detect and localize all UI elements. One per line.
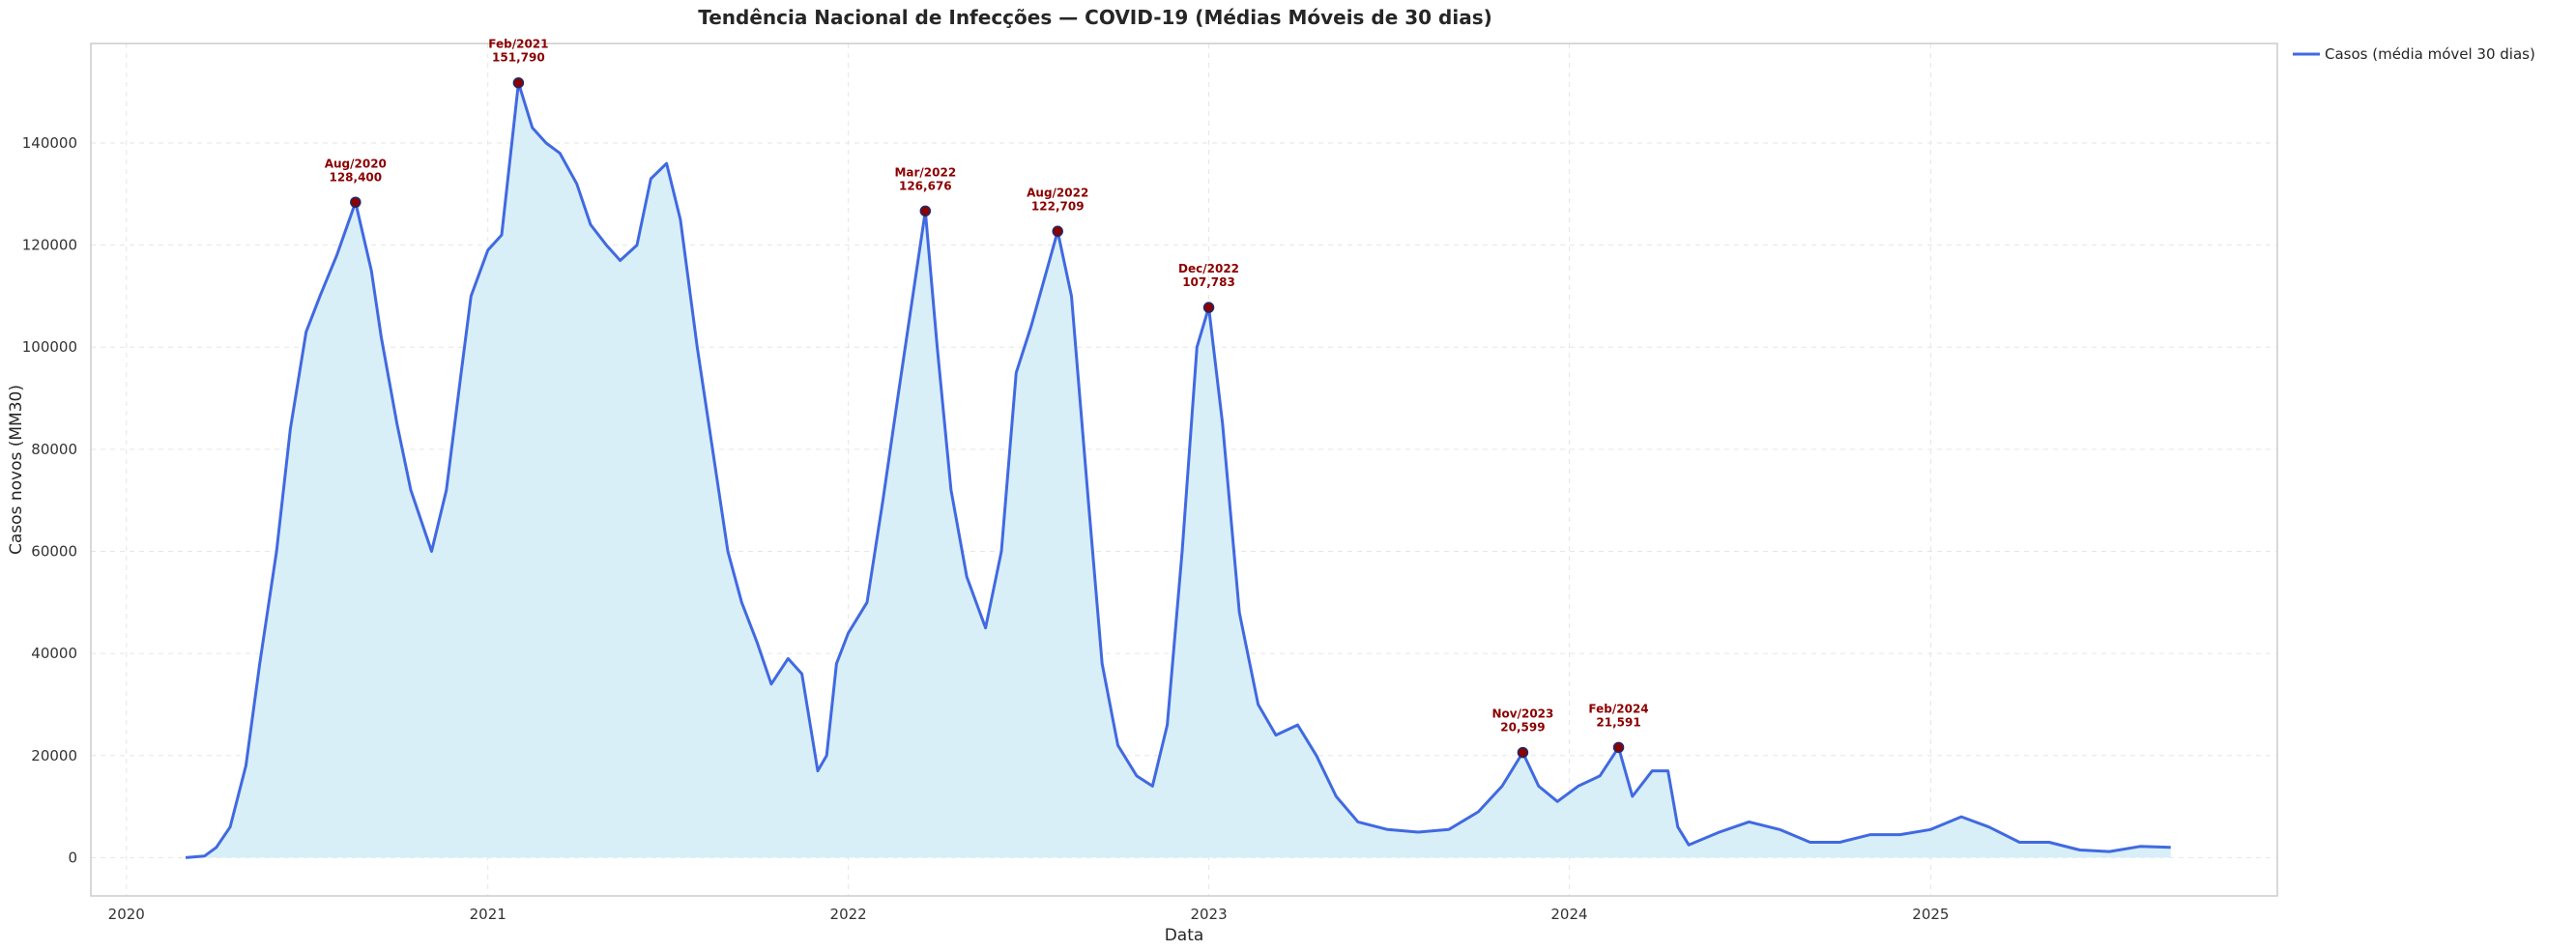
peak-annotation-value: 122,709 (1031, 199, 1085, 213)
peak-marker (1052, 225, 1063, 238)
y-tick-label: 20000 (31, 747, 77, 764)
x-axis-label: Data (1165, 926, 1204, 945)
peak-marker (919, 205, 932, 217)
peak-annotation-value: 151,790 (492, 51, 545, 65)
y-tick-label: 120000 (22, 237, 77, 254)
peak-marker (1202, 302, 1215, 313)
peak-annotation-label: Feb/2021 (488, 38, 548, 51)
peak-annotation-value: 128,400 (329, 170, 382, 184)
cases-area-fill (186, 82, 2171, 858)
x-tick-label: 2020 (108, 906, 145, 923)
chart-title: Tendência Nacional de Infecções — COVID-… (698, 6, 1492, 29)
y-tick-label: 100000 (22, 338, 77, 356)
x-tick-label: 2021 (470, 906, 507, 923)
peak-annotation-label: Aug/2022 (1027, 186, 1088, 199)
peak-marker (1517, 746, 1529, 759)
peak-annotation-label: Nov/2023 (1491, 707, 1553, 721)
y-tick-label: 140000 (22, 134, 77, 152)
plot-frame (90, 43, 2278, 897)
peak-marker (512, 76, 525, 89)
peak-annotation-label: Feb/2024 (1588, 702, 1648, 715)
y-axis-label: Casos novos (MM30) (7, 385, 26, 555)
x-axis-ticks: 2020 2021 2022 2023 2024 2025 (108, 906, 1950, 923)
peak-marker (1612, 741, 1625, 754)
legend: Casos (média móvel 30 dias) (2293, 45, 2535, 63)
y-tick-label: 80000 (31, 441, 77, 458)
x-tick-label: 2023 (1190, 906, 1227, 923)
x-tick-label: 2025 (1912, 906, 1949, 923)
y-tick-label: 40000 (31, 645, 77, 662)
area-layer (185, 81, 2171, 859)
y-tick-label: 0 (68, 849, 77, 866)
peak-annotation-value: 21,591 (1596, 715, 1640, 729)
peak-annotation-label: Aug/2020 (325, 157, 387, 170)
y-tick-label: 60000 (31, 543, 77, 561)
legend-label: Casos (média móvel 30 dias) (2325, 45, 2535, 63)
x-tick-label: 2024 (1550, 906, 1587, 923)
peak-annotation-value: 107,783 (1182, 275, 1235, 289)
x-tick-label: 2022 (830, 906, 867, 923)
peak-annotation-label: Dec/2022 (1178, 262, 1239, 275)
cases-series-line (185, 81, 2171, 859)
peak-marker (350, 196, 362, 209)
peak-annotation-value: 20,599 (1500, 721, 1545, 735)
peak-annotations: Aug/2020128,400Feb/2021151,790Mar/202212… (325, 38, 1649, 759)
y-axis-ticks: 0 20000 40000 60000 80000 100000 120000 140000 (22, 134, 77, 866)
peak-annotation-label: Mar/2022 (894, 165, 956, 179)
peak-annotation-value: 126,676 (899, 179, 952, 192)
